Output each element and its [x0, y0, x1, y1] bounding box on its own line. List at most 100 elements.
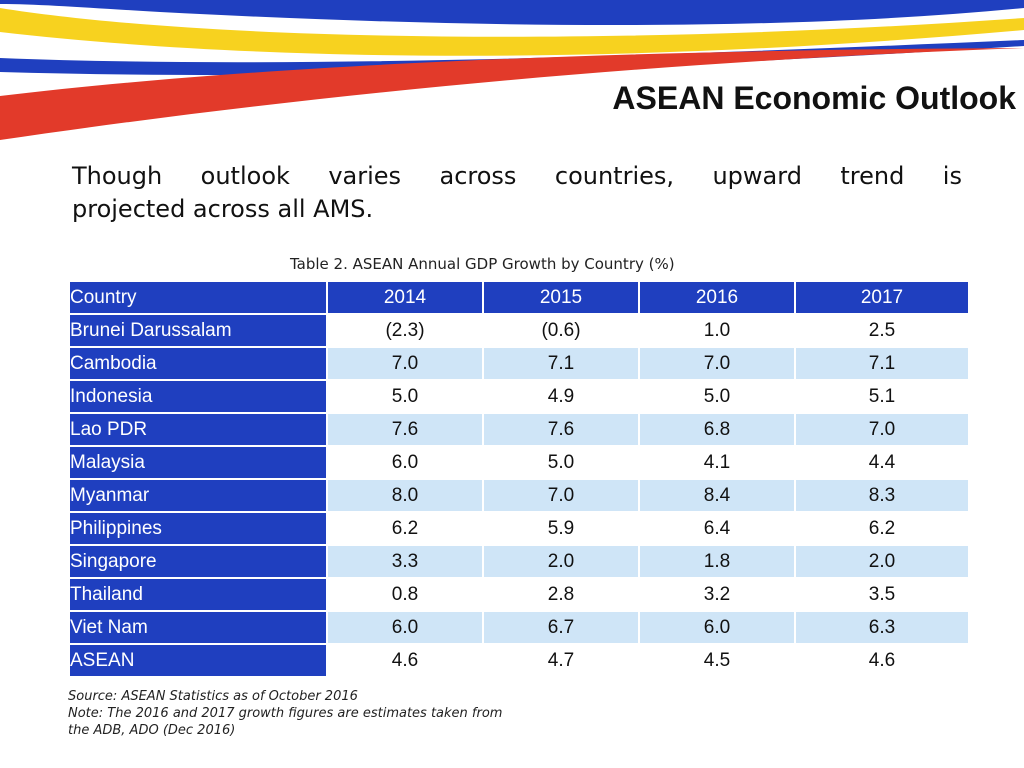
- growth-value-cell: 7.0: [484, 480, 638, 511]
- country-cell: Thailand: [70, 579, 326, 610]
- column-gap: [482, 612, 484, 643]
- subtitle-word: outlook: [200, 162, 290, 190]
- column-gap: [326, 612, 328, 643]
- column-gap: [326, 315, 328, 346]
- country-cell: Indonesia: [70, 381, 326, 412]
- column-gap: [794, 612, 796, 643]
- table-row: Philippines 6.2 5.9 6.4 6.2: [70, 513, 968, 544]
- growth-value-cell: 7.0: [328, 348, 482, 379]
- table-notes: Source: ASEAN Statistics as of October 2…: [68, 688, 502, 739]
- growth-value-cell: 2.0: [484, 546, 638, 577]
- country-cell: Brunei Darussalam: [70, 315, 326, 346]
- growth-value-cell: 4.7: [484, 645, 638, 676]
- table-row: Malaysia 6.0 5.0 4.1 4.4: [70, 447, 968, 478]
- subtitle-line-1: Though outlook varies across countries, …: [72, 160, 962, 193]
- growth-value-cell: 4.6: [796, 645, 968, 676]
- country-cell: Philippines: [70, 513, 326, 544]
- table-row: Indonesia 5.0 4.9 5.0 5.1: [70, 381, 968, 412]
- growth-value-cell: 7.6: [484, 414, 638, 445]
- growth-value-cell: 6.8: [640, 414, 794, 445]
- growth-value-cell: 5.0: [640, 381, 794, 412]
- column-gap: [482, 414, 484, 445]
- column-gap: [794, 414, 796, 445]
- column-gap: [482, 381, 484, 412]
- column-gap: [326, 579, 328, 610]
- growth-value-cell: 6.4: [640, 513, 794, 544]
- column-gap: [482, 579, 484, 610]
- subtitle: Though outlook varies across countries, …: [72, 160, 962, 226]
- growth-value-cell: 3.2: [640, 579, 794, 610]
- country-cell: Viet Nam: [70, 612, 326, 643]
- page-title: ASEAN Economic Outlook: [612, 80, 1016, 116]
- growth-value-cell: (0.6): [484, 315, 638, 346]
- column-gap: [638, 546, 640, 577]
- growth-value-cell: 7.6: [328, 414, 482, 445]
- column-gap: [326, 447, 328, 478]
- column-gap: [326, 414, 328, 445]
- column-gap: [326, 348, 328, 379]
- column-gap: [794, 315, 796, 346]
- subtitle-line-2: projected across all AMS.: [72, 195, 374, 223]
- column-gap: [794, 579, 796, 610]
- growth-value-cell: 6.3: [796, 612, 968, 643]
- country-cell: Cambodia: [70, 348, 326, 379]
- growth-value-cell: 8.0: [328, 480, 482, 511]
- growth-value-cell: 2.0: [796, 546, 968, 577]
- table-row: ASEAN 4.6 4.7 4.5 4.6: [70, 645, 968, 676]
- subtitle-word: Though: [72, 162, 163, 190]
- growth-value-cell: 6.0: [640, 612, 794, 643]
- column-gap: [638, 381, 640, 412]
- header-year: 2015: [484, 282, 638, 313]
- column-gap: [482, 546, 484, 577]
- column-gap: [482, 348, 484, 379]
- column-gap: [482, 513, 484, 544]
- column-gap: [638, 348, 640, 379]
- column-gap: [326, 381, 328, 412]
- table-row: Lao PDR 7.6 7.6 6.8 7.0: [70, 414, 968, 445]
- growth-value-cell: 6.2: [796, 513, 968, 544]
- column-gap: [482, 315, 484, 346]
- subtitle-word: countries,: [554, 162, 675, 190]
- growth-value-cell: 6.7: [484, 612, 638, 643]
- country-cell: ASEAN: [70, 645, 326, 676]
- country-cell: Malaysia: [70, 447, 326, 478]
- growth-value-cell: 0.8: [328, 579, 482, 610]
- growth-value-cell: 7.1: [484, 348, 638, 379]
- table-row: Singapore 3.3 2.0 1.8 2.0: [70, 546, 968, 577]
- column-gap: [482, 480, 484, 511]
- column-gap: [482, 447, 484, 478]
- column-gap: [638, 315, 640, 346]
- growth-value-cell: 4.6: [328, 645, 482, 676]
- subtitle-word: trend: [840, 162, 905, 190]
- table-body: Brunei Darussalam (2.3) (0.6) 1.0 2.5 Cambodi…: [70, 315, 968, 676]
- table-row: Myanmar 8.0 7.0 8.4 8.3: [70, 480, 968, 511]
- growth-value-cell: 4.9: [484, 381, 638, 412]
- column-gap: [638, 513, 640, 544]
- column-gap: [794, 282, 796, 313]
- column-gap: [794, 513, 796, 544]
- growth-value-cell: 4.1: [640, 447, 794, 478]
- gdp-growth-table: Country 2014 2015 2016 2017 Brunei Darus…: [70, 280, 968, 678]
- estimate-note-line-1: Note: The 2016 and 2017 growth figures a…: [68, 706, 503, 721]
- table-caption: Table 2. ASEAN Annual GDP Growth by Coun…: [290, 255, 675, 273]
- table-row: Viet Nam 6.0 6.7 6.0 6.3: [70, 612, 968, 643]
- growth-value-cell: 6.2: [328, 513, 482, 544]
- column-gap: [638, 282, 640, 313]
- table-row: Cambodia 7.0 7.1 7.0 7.1: [70, 348, 968, 379]
- column-gap: [482, 645, 484, 676]
- column-gap: [638, 480, 640, 511]
- column-gap: [794, 480, 796, 511]
- growth-value-cell: 3.5: [796, 579, 968, 610]
- growth-value-cell: 7.0: [640, 348, 794, 379]
- growth-value-cell: 1.8: [640, 546, 794, 577]
- column-gap: [638, 579, 640, 610]
- column-gap: [794, 645, 796, 676]
- column-gap: [482, 282, 484, 313]
- column-gap: [638, 645, 640, 676]
- growth-value-cell: 8.3: [796, 480, 968, 511]
- header-year: 2014: [328, 282, 482, 313]
- estimate-note-line-2: the ADB, ADO (Dec 2016): [68, 723, 236, 738]
- column-gap: [638, 447, 640, 478]
- subtitle-word: across: [439, 162, 517, 190]
- growth-value-cell: 3.3: [328, 546, 482, 577]
